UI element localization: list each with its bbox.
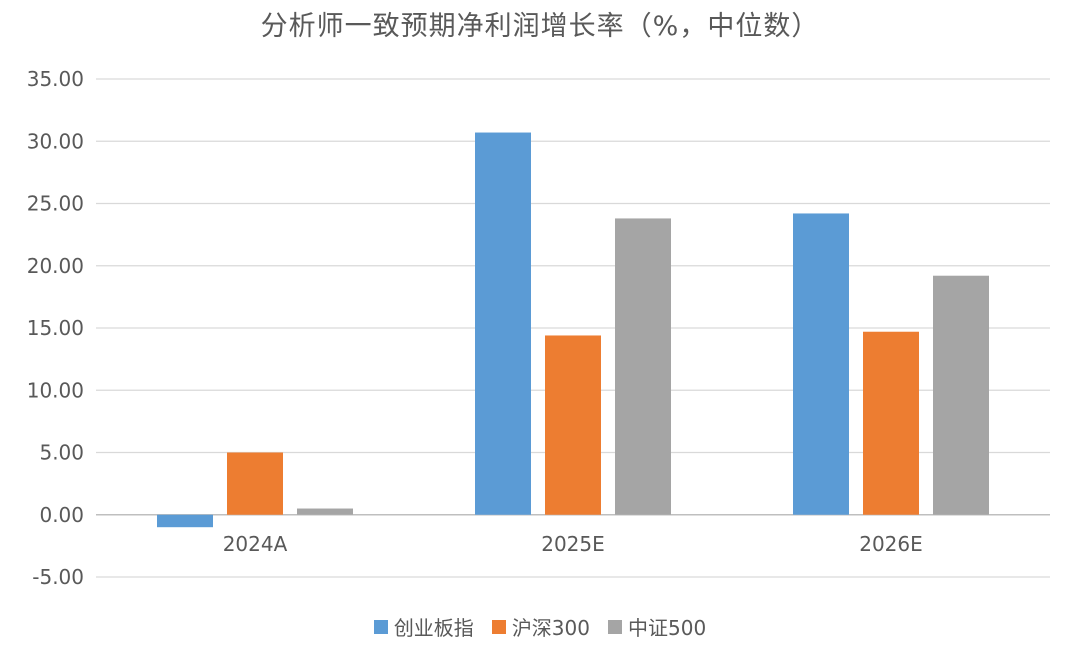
y-tick-label: 5.00 [39, 441, 84, 465]
y-tick-label: 0.00 [39, 503, 84, 527]
x-tick-label: 2026E [859, 532, 923, 556]
legend: 创业板指 沪深300 中证500 [0, 612, 1080, 641]
legend-swatch [492, 620, 506, 634]
y-tick-label: 15.00 [27, 316, 84, 340]
y-tick-label: 10.00 [27, 378, 84, 402]
legend-swatch [608, 620, 622, 634]
y-tick-label: -5.00 [32, 565, 84, 589]
legend-item: 中证500 [608, 612, 706, 641]
legend-label: 沪深300 [512, 612, 590, 641]
bar-2024A-series-1 [227, 453, 283, 515]
bar-2025E-series-0 [475, 133, 531, 515]
x-tick-label: 2025E [541, 532, 605, 556]
bar-2024A-series-2 [297, 509, 353, 515]
x-axis-ticks: 2024A 2025E 2026E [223, 532, 923, 556]
bar-2026E-series-0 [793, 213, 849, 514]
y-tick-label: 20.00 [27, 254, 84, 278]
bar-2025E-series-2 [615, 218, 671, 514]
bar-2025E-series-1 [545, 335, 601, 514]
bar-2026E-series-1 [863, 332, 919, 515]
bar-2026E-series-2 [933, 276, 989, 515]
bars [157, 133, 989, 528]
legend-item: 创业板指 [374, 612, 474, 641]
legend-label: 中证500 [628, 612, 706, 641]
x-tick-label: 2024A [223, 532, 288, 556]
legend-item: 沪深300 [492, 612, 590, 641]
y-axis-ticks: -5.00 0.00 5.00 10.00 15.00 20.00 25.00 30.00 35… [27, 67, 84, 589]
legend-label: 创业板指 [394, 612, 474, 641]
y-tick-label: 30.00 [27, 129, 84, 153]
y-tick-label: 25.00 [27, 192, 84, 216]
y-tick-label: 35.00 [27, 67, 84, 91]
legend-swatch [374, 620, 388, 634]
bar-2024A-series-0 [157, 515, 213, 527]
